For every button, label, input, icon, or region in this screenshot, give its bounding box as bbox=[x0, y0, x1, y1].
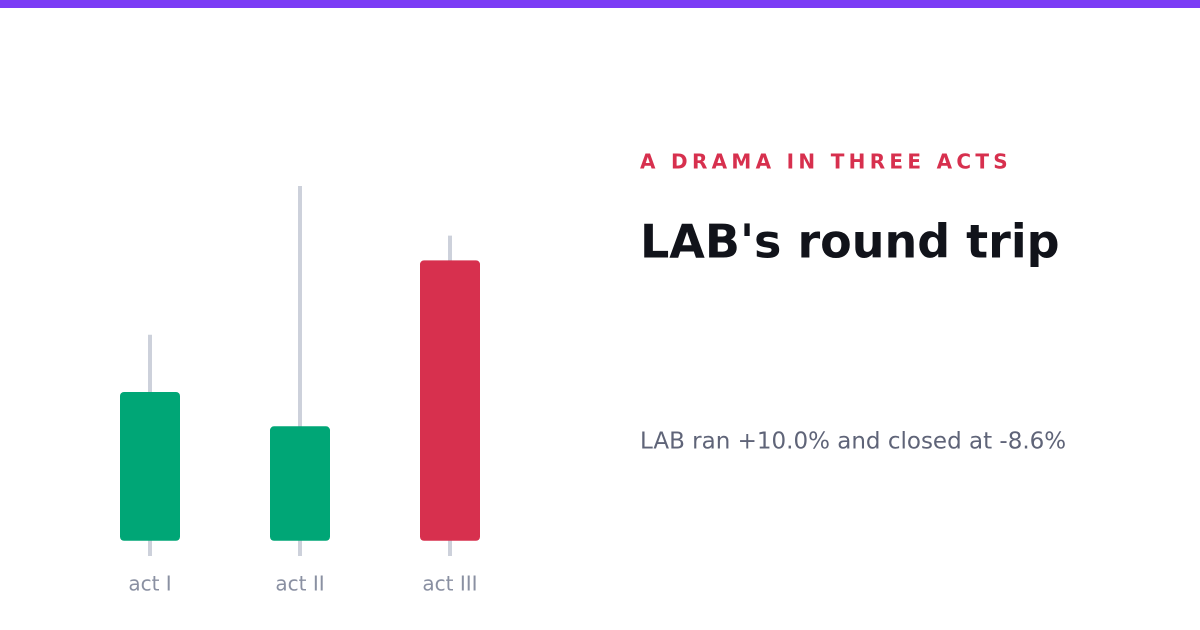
candle-body bbox=[120, 391, 180, 541]
title: LAB's round trip bbox=[640, 215, 1060, 269]
top-bar bbox=[0, 0, 1200, 8]
x-label: act III bbox=[422, 572, 477, 596]
x-label: act I bbox=[128, 572, 171, 596]
kicker: A DRAMA IN THREE ACTS bbox=[640, 150, 1012, 174]
subtitle: LAB ran +10.0% and closed at -8.6% bbox=[640, 429, 1066, 455]
candle-body bbox=[420, 260, 480, 541]
candle-body bbox=[270, 426, 330, 541]
candles: act I act II act III bbox=[120, 186, 480, 596]
x-label: act II bbox=[275, 572, 324, 596]
